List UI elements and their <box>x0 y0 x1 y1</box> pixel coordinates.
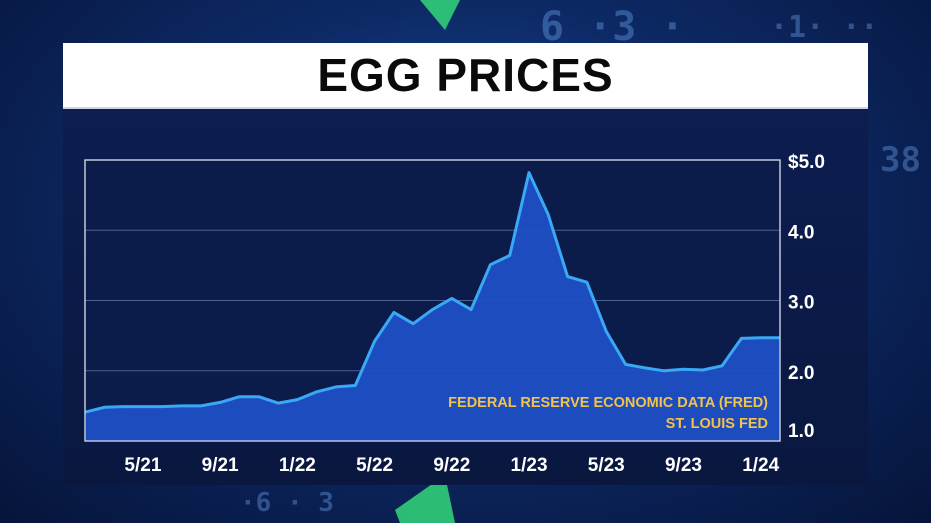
y-tick-label: 1.0 <box>788 421 814 442</box>
x-tick-label: 1/24 <box>742 455 779 476</box>
y-tick-label: $5.0 <box>788 152 825 173</box>
x-tick-label: 5/23 <box>588 455 625 476</box>
egg-price-chart: 1.0 2.0 3.0 4.0 $5.0 5/21 9/21 1/22 5/22 9/22 1/23… <box>84 152 825 476</box>
ticker-digits-decoration: 6 ·3 · <box>540 4 685 50</box>
source-annotation: ST. LOUIS FED <box>666 416 768 432</box>
price-line <box>84 171 780 414</box>
plot-frame <box>84 159 781 442</box>
ticker-digits-decoration: ·1· ·· <box>770 10 879 45</box>
x-tick-label: 5/22 <box>356 455 393 476</box>
x-tick-label: 9/23 <box>665 455 702 476</box>
y-tick-label: 3.0 <box>788 293 814 314</box>
x-tick-label: 1/22 <box>279 455 316 476</box>
ticker-digits-decoration: 38 <box>880 140 921 180</box>
chart-card: EGG PRICES 1.0 2.0 3.0 4.0 $5.0 5/21 9/21 1/22 5… <box>63 43 868 485</box>
x-tick-label: 5/21 <box>124 455 161 476</box>
chart-panel: 1.0 2.0 3.0 4.0 $5.0 5/21 9/21 1/22 5/22 9/22 1/23… <box>63 107 868 485</box>
price-area <box>85 172 780 441</box>
source-annotation: FEDERAL RESERVE ECONOMIC DATA (FRED) <box>448 395 768 411</box>
chart-title: EGG PRICES <box>317 49 614 101</box>
y-tick-label: 4.0 <box>788 222 814 243</box>
ticker-digits-decoration: ·6 · 3 <box>240 488 334 518</box>
x-tick-label: 9/21 <box>202 455 239 476</box>
title-bar: EGG PRICES <box>63 43 868 107</box>
x-tick-label: 9/22 <box>433 455 470 476</box>
y-tick-label: 2.0 <box>788 363 814 384</box>
x-tick-label: 1/23 <box>511 455 548 476</box>
